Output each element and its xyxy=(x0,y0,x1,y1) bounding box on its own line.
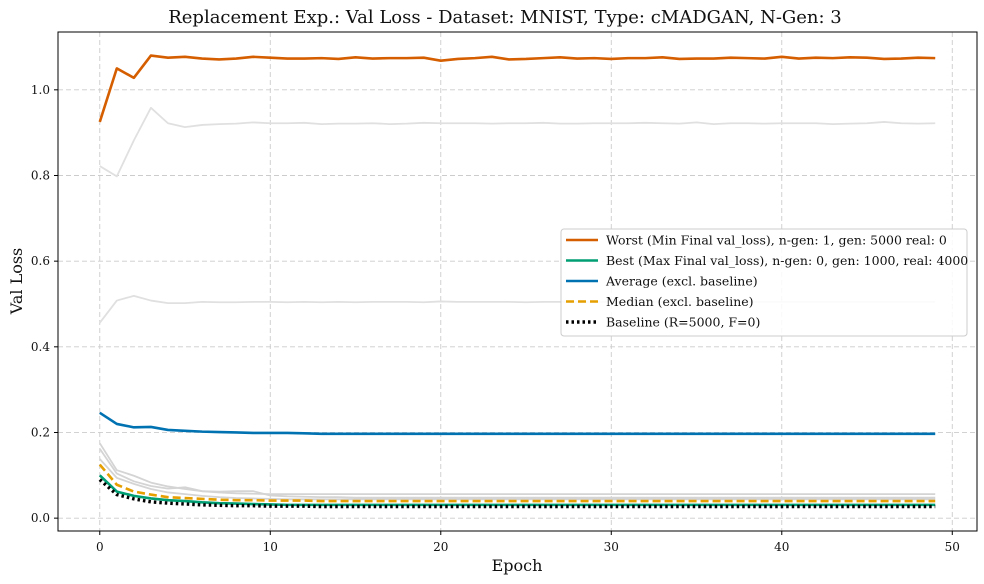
y-tick-label: 1.0 xyxy=(31,83,50,97)
legend-label: Worst (Min Final val_loss), n-gen: 1, ge… xyxy=(606,233,947,248)
legend-box xyxy=(560,228,968,337)
x-axis-ticks: 0 10 20 30 40 50 xyxy=(96,531,960,554)
legend: Worst (Min Final val_loss), n-gen: 1, ge… xyxy=(560,228,968,337)
legend-label: Median (excl. baseline) xyxy=(606,294,754,309)
x-tick-label: 0 xyxy=(96,540,104,554)
series-line xyxy=(99,411,936,436)
x-tick-label: 20 xyxy=(433,540,448,554)
background-run-line xyxy=(99,442,936,496)
background-run-line xyxy=(99,458,936,501)
y-axis-label: Val Loss xyxy=(7,248,26,316)
y-tick-label: 0.0 xyxy=(31,511,50,525)
x-axis-label: Epoch xyxy=(492,556,543,575)
x-tick-label: 50 xyxy=(945,540,960,554)
y-tick-label: 0.4 xyxy=(31,340,50,354)
legend-label: Baseline (R=5000, F=0) xyxy=(606,315,760,330)
x-tick-label: 40 xyxy=(774,540,789,554)
background-run-line xyxy=(99,448,936,499)
y-axis-ticks: 0.0 0.2 0.4 0.6 0.8 1.0 xyxy=(31,83,58,525)
chart-title: Replacement Exp.: Val Loss - Dataset: MN… xyxy=(168,7,842,28)
background-run-line xyxy=(99,106,936,178)
legend-label: Best (Max Final val_loss), n-gen: 0, gen… xyxy=(606,253,968,268)
series-line xyxy=(98,54,936,123)
x-tick-label: 10 xyxy=(263,540,278,554)
y-tick-label: 0.8 xyxy=(31,168,50,182)
plot-area-frame xyxy=(57,31,978,532)
legend-label: Average (excl. baseline) xyxy=(605,274,758,289)
series-line xyxy=(98,463,936,503)
x-tick-label: 30 xyxy=(604,540,619,554)
y-tick-label: 0.2 xyxy=(31,425,50,439)
series-line xyxy=(98,478,936,509)
y-tick-label: 0.6 xyxy=(31,254,50,268)
series-group xyxy=(98,54,936,509)
series-line xyxy=(98,474,936,507)
